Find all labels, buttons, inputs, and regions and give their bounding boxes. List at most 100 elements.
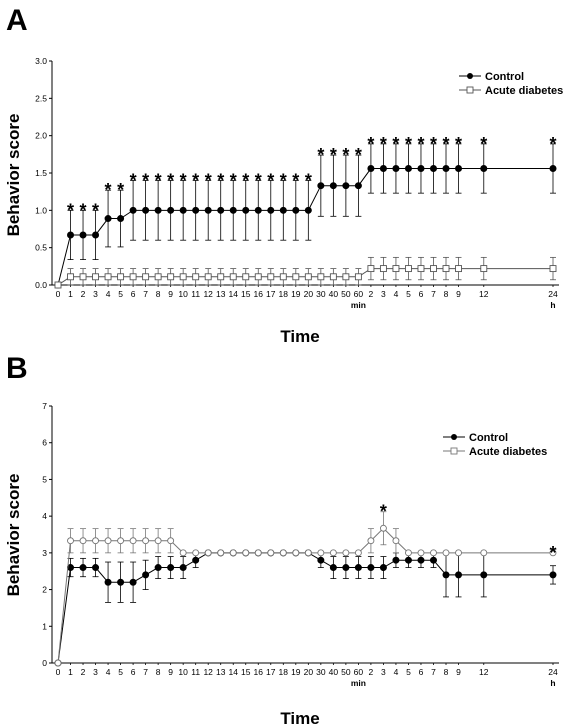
panelB-point-0: [117, 578, 125, 586]
panelB-legend-marker: [450, 447, 458, 455]
panelB-point-1: [317, 549, 325, 557]
panelB-point-0: [192, 556, 200, 564]
panelB-point-1: [392, 537, 400, 545]
panelA-significance-star: *: [480, 134, 487, 154]
panel-a-plot: 0.00.51.01.52.02.53.00 1 2 3 4 5 6 7 8 9 10 11 12 13 1…: [35, 56, 563, 310]
panelA-xtick-label: 9: [456, 289, 461, 299]
panelA-point-1: [54, 281, 62, 289]
panelA-point-0: [317, 182, 325, 190]
panelA-xtick-label: 60: [354, 289, 364, 299]
panelA-xtick-label: 6: [419, 289, 424, 299]
panelA-point-0: [480, 165, 488, 173]
panelA-point-0: [304, 206, 312, 214]
panelB-point-1: [92, 537, 99, 545]
panelA-point-0: [549, 165, 557, 173]
panelB-xtick-label: 7: [431, 667, 436, 677]
panelA-significance-star: *: [217, 170, 224, 190]
panelB-xtick-label: 40: [329, 667, 339, 677]
panelA-point-1: [379, 265, 387, 273]
panelA-point-1: [430, 265, 437, 273]
panelA-xtick-label: 11: [191, 289, 200, 299]
panelA-point-0: [429, 165, 437, 173]
panelA-point-1: [292, 273, 300, 281]
panelA-xtick-label: 16: [254, 289, 264, 299]
panelA-significance-star: *: [455, 134, 462, 154]
panelB-xtick-label: 60: [354, 667, 364, 677]
panel-b-letter: B: [6, 352, 28, 385]
panelA-significance-star: *: [430, 134, 437, 154]
panelA-significance-star: *: [305, 170, 312, 190]
panelA-significance-star: *: [255, 170, 262, 190]
panelB-point-0: [367, 564, 375, 572]
panelA-point-0: [367, 165, 375, 173]
panelB-point-1: [430, 549, 437, 557]
panelA-point-1: [142, 273, 150, 281]
panelA-point-1: [367, 265, 375, 273]
panelA-point-0: [154, 206, 162, 214]
panelB-point-1: [354, 549, 362, 557]
panelA-ytick-label: 3.0: [35, 56, 47, 66]
panelA-xtick-label: 4: [106, 289, 111, 299]
panelB-point-0: [179, 564, 187, 572]
panelA-xtick-label: 12: [203, 289, 213, 299]
panelA-xtick-label: 3: [93, 289, 98, 299]
panelB-point-1: [117, 537, 125, 545]
panelA-point-1: [480, 265, 488, 273]
panelA-point-1: [204, 273, 212, 281]
panelB-point-1: [229, 549, 237, 557]
panelA-point-1: [129, 273, 137, 281]
panelA-xtick-label: 2: [369, 289, 374, 299]
panelA-point-0: [404, 165, 412, 173]
panelB-legend-label: Acute diabetes: [469, 446, 547, 458]
panelA-xtick-label: 8: [444, 289, 449, 299]
panelB-point-1: [405, 549, 412, 557]
panelA-point-0: [455, 165, 463, 173]
panelA-point-1: [342, 273, 350, 281]
panelB-xtick-label: 3: [93, 667, 98, 677]
panelA-legend-marker: [466, 86, 474, 94]
panelA-xtick-label: 40: [329, 289, 339, 299]
panelA-significance-star: *: [105, 180, 112, 200]
panelB-point-1: [417, 549, 425, 557]
panelA-point-1: [354, 273, 362, 281]
panelA-significance-star: *: [92, 200, 99, 220]
panelB-point-1: [167, 537, 175, 545]
panelA-point-1: [217, 273, 225, 281]
panelA-point-0: [142, 206, 150, 214]
panelB-series-line-1: [57, 527, 553, 664]
panelB-ytick-label: 2: [42, 585, 47, 595]
panelB-xtick-label: 14: [228, 667, 238, 677]
panelA-significance-star: *: [67, 200, 74, 220]
panelB-point-0: [480, 571, 488, 579]
panelA-xtick-label: 50: [341, 289, 351, 299]
panelA-xtick-label: 24: [548, 289, 558, 299]
panelB-point-1: [442, 549, 450, 557]
panelA-point-1: [67, 273, 74, 281]
panelA-point-0: [92, 231, 100, 239]
panelB-point-1: [480, 549, 488, 557]
panelB-point-1: [329, 549, 337, 557]
panelA-unit-label: min: [351, 300, 366, 310]
panel-b-xlabel: Time: [280, 709, 319, 728]
panelA-significance-star: *: [142, 170, 149, 190]
panelB-point-1: [279, 549, 287, 557]
panelA-point-1: [179, 273, 187, 281]
panelA-significance-star: *: [355, 145, 362, 165]
panelB-point-0: [92, 564, 100, 572]
panelB-point-1: [304, 549, 312, 557]
panelA-xtick-label: 3: [381, 289, 386, 299]
panelB-point-1: [192, 549, 200, 557]
panelA-ytick-label: 2.5: [35, 93, 47, 103]
panelA-xtick-label: 10: [178, 289, 188, 299]
panelA-point-0: [254, 206, 262, 214]
panelA-xtick-label: 8: [156, 289, 161, 299]
panelA-point-0: [129, 206, 137, 214]
panelB-point-1: [129, 537, 137, 545]
panelA-significance-star: *: [417, 134, 424, 154]
panelA-point-0: [179, 206, 187, 214]
panelA-unit-label: h: [550, 300, 555, 310]
panelA-legend-marker: [467, 73, 473, 79]
panelB-point-0: [167, 564, 175, 572]
panelB-point-0: [379, 564, 387, 572]
panelB-xtick-label: 6: [419, 667, 424, 677]
